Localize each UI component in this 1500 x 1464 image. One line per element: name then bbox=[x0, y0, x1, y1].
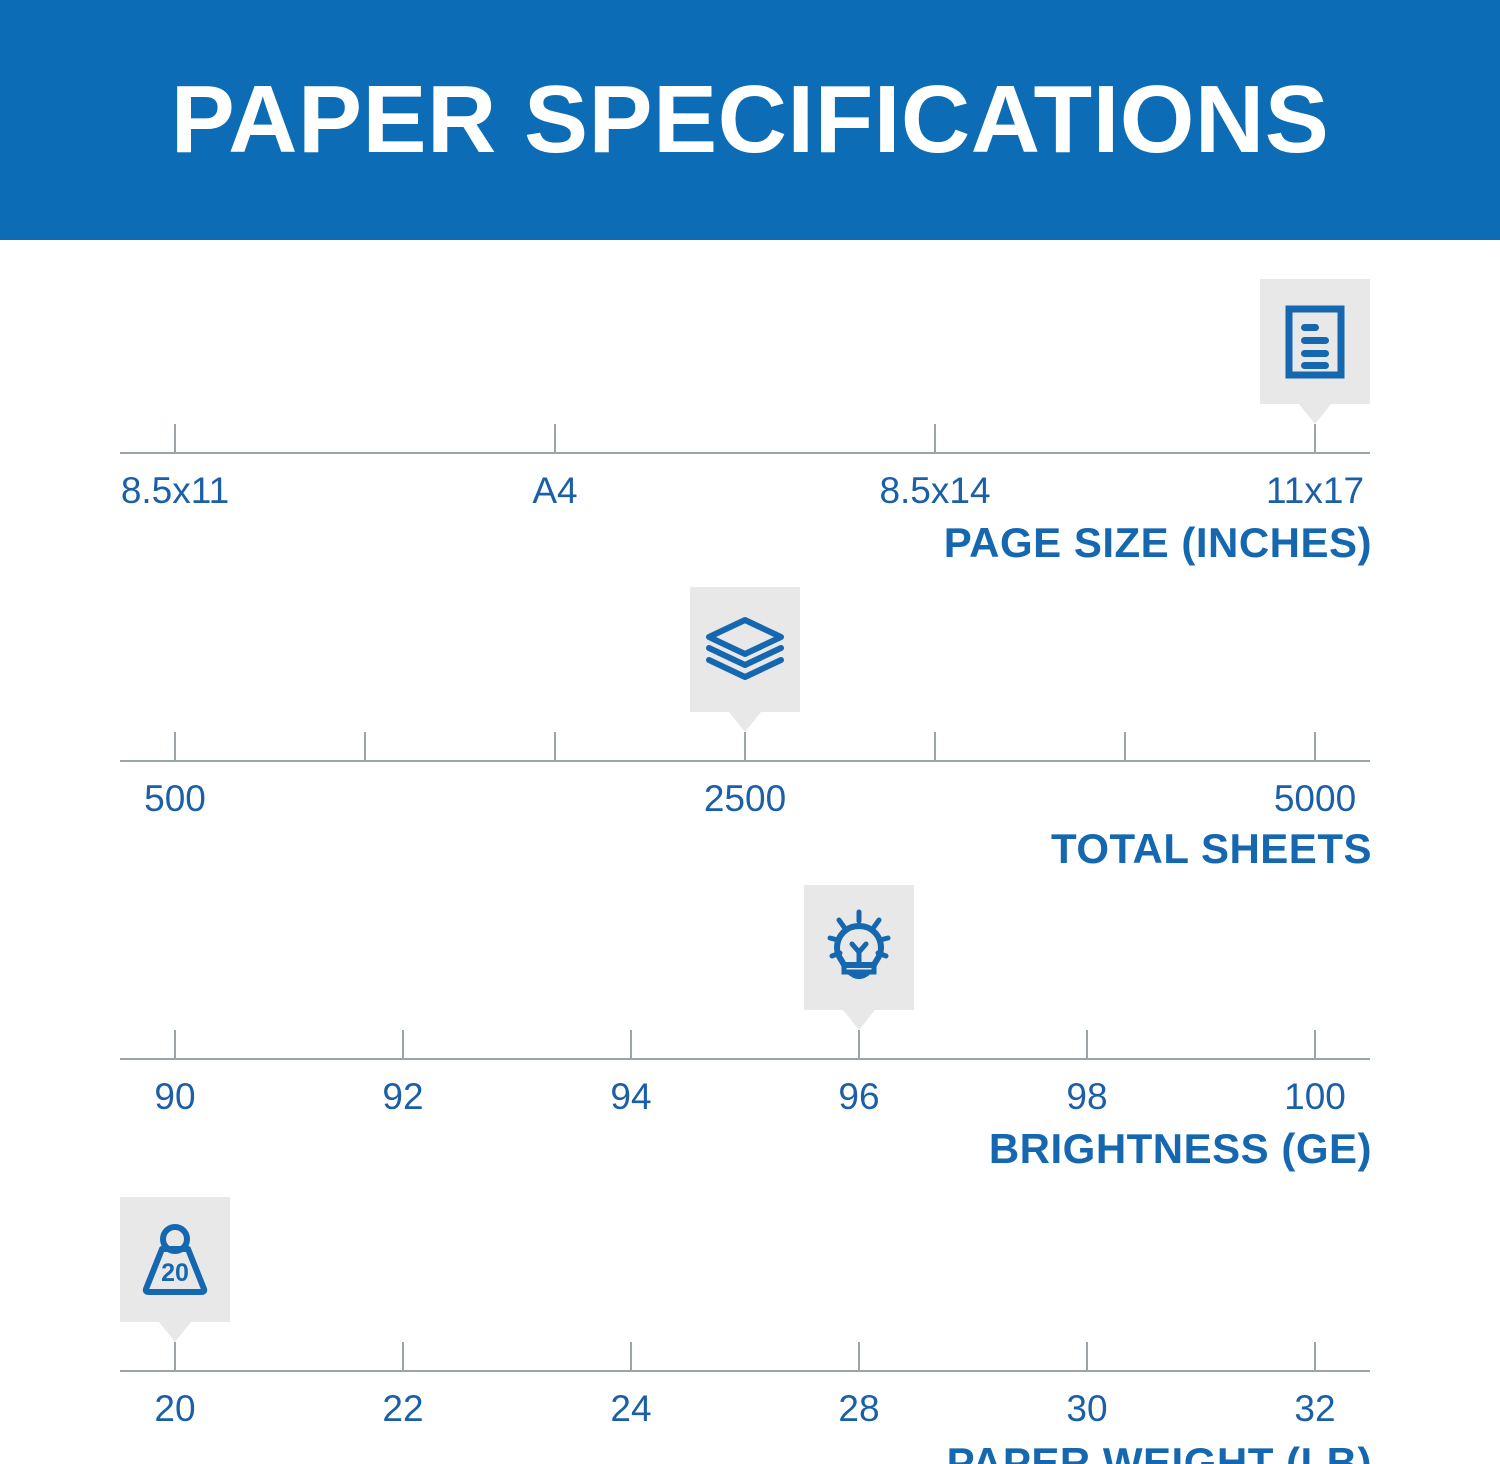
scale-brightness: 90 92 94 96 98 100 BRIGHTNESS (GE) bbox=[0, 860, 1500, 1170]
axis-tick bbox=[1314, 1030, 1316, 1058]
axis-tick bbox=[174, 1030, 176, 1058]
plot-area-total-sheets: 500 2500 5000 bbox=[120, 560, 1370, 860]
value-marker-page-size[interactable] bbox=[1260, 279, 1370, 424]
axis-tick bbox=[1086, 1342, 1088, 1370]
header-band: PAPER SPECIFICATIONS bbox=[0, 0, 1500, 240]
document-icon bbox=[1285, 305, 1345, 378]
axis-line bbox=[120, 452, 1370, 454]
category-label-brightness: BRIGHTNESS (GE) bbox=[988, 1125, 1372, 1172]
axis-line bbox=[120, 1058, 1370, 1060]
tick-label: 8.5x11 bbox=[120, 470, 230, 511]
value-marker-total-sheets[interactable] bbox=[690, 587, 800, 732]
marker-pointer bbox=[1299, 404, 1331, 424]
marker-badge: 20 bbox=[120, 1197, 230, 1322]
axis-tick bbox=[858, 1030, 860, 1058]
marker-pointer bbox=[729, 712, 761, 732]
axis-tick bbox=[364, 732, 366, 760]
axis-tick bbox=[174, 1342, 176, 1370]
tick-label: 28 bbox=[838, 1388, 880, 1429]
page-title: PAPER SPECIFICATIONS bbox=[170, 66, 1330, 173]
marker-badge bbox=[804, 885, 914, 1010]
plot-area-paper-weight: 20 20 22 24 28 30 32 bbox=[120, 1170, 1370, 1464]
tick-label: 90 bbox=[154, 1076, 196, 1117]
axis-tick bbox=[1314, 732, 1316, 760]
tick-label: 20 bbox=[154, 1388, 196, 1429]
axis-tick bbox=[554, 424, 556, 452]
scale-total-sheets: 500 2500 5000 TOTAL SHEETS bbox=[0, 560, 1500, 870]
axis-tick bbox=[858, 1342, 860, 1370]
tick-label: 98 bbox=[1066, 1076, 1108, 1117]
tick-label: 11x17 bbox=[1265, 470, 1365, 511]
marker-pointer bbox=[159, 1322, 191, 1342]
svg-text:20: 20 bbox=[161, 1259, 189, 1287]
lightbulb-icon bbox=[827, 909, 891, 979]
tick-label: 100 bbox=[1284, 1076, 1346, 1117]
weight-icon: 20 bbox=[142, 1223, 208, 1295]
axis-tick bbox=[1314, 424, 1316, 452]
tick-label: 500 bbox=[144, 778, 206, 819]
axis-tick bbox=[174, 424, 176, 452]
axis-tick bbox=[934, 424, 936, 452]
scale-paper-weight: 20 20 22 24 28 30 32 PAPER WEIGHT (LB) bbox=[0, 1170, 1500, 1464]
axis-tick bbox=[630, 1342, 632, 1370]
tick-label: 96 bbox=[838, 1076, 880, 1117]
axis-tick bbox=[402, 1030, 404, 1058]
tick-label: 5000 bbox=[1273, 778, 1357, 819]
tick-label: 22 bbox=[382, 1388, 424, 1429]
marker-badge bbox=[690, 587, 800, 712]
axis-tick bbox=[744, 732, 746, 760]
value-marker-brightness[interactable] bbox=[804, 885, 914, 1030]
category-label-total-sheets: TOTAL SHEETS bbox=[1050, 825, 1372, 872]
axis-tick bbox=[402, 1342, 404, 1370]
marker-badge bbox=[1260, 279, 1370, 404]
tick-label: 8.5x14 bbox=[879, 470, 991, 511]
axis-tick bbox=[554, 732, 556, 760]
plot-area-brightness: 90 92 94 96 98 100 bbox=[120, 860, 1370, 1170]
tick-label: 32 bbox=[1294, 1388, 1336, 1429]
axis-tick bbox=[1124, 732, 1126, 760]
value-marker-paper-weight[interactable]: 20 bbox=[120, 1197, 230, 1342]
marker-pointer bbox=[843, 1010, 875, 1030]
tick-label: 94 bbox=[610, 1076, 652, 1117]
axis-tick bbox=[174, 732, 176, 760]
scale-page-size: 8.5x11 A4 8.5x14 11x17 PAGE SIZE (INCHES) bbox=[0, 250, 1500, 564]
category-label-page-size: PAGE SIZE (INCHES) bbox=[943, 519, 1372, 566]
tick-label: 30 bbox=[1066, 1388, 1108, 1429]
tick-label: 92 bbox=[382, 1076, 424, 1117]
axis-line bbox=[120, 1370, 1370, 1372]
plot-area-page-size: 8.5x11 A4 8.5x14 11x17 bbox=[120, 250, 1370, 560]
axis-tick bbox=[1314, 1342, 1316, 1370]
tick-label: A4 bbox=[532, 470, 578, 511]
axis-line bbox=[120, 760, 1370, 762]
stacked-sheets-icon bbox=[706, 616, 784, 680]
axis-tick bbox=[630, 1030, 632, 1058]
tick-label: 24 bbox=[610, 1388, 652, 1429]
axis-tick bbox=[1086, 1030, 1088, 1058]
tick-label: 2500 bbox=[703, 778, 787, 819]
category-label-paper-weight: PAPER WEIGHT (LB) bbox=[946, 1439, 1372, 1464]
axis-tick bbox=[934, 732, 936, 760]
